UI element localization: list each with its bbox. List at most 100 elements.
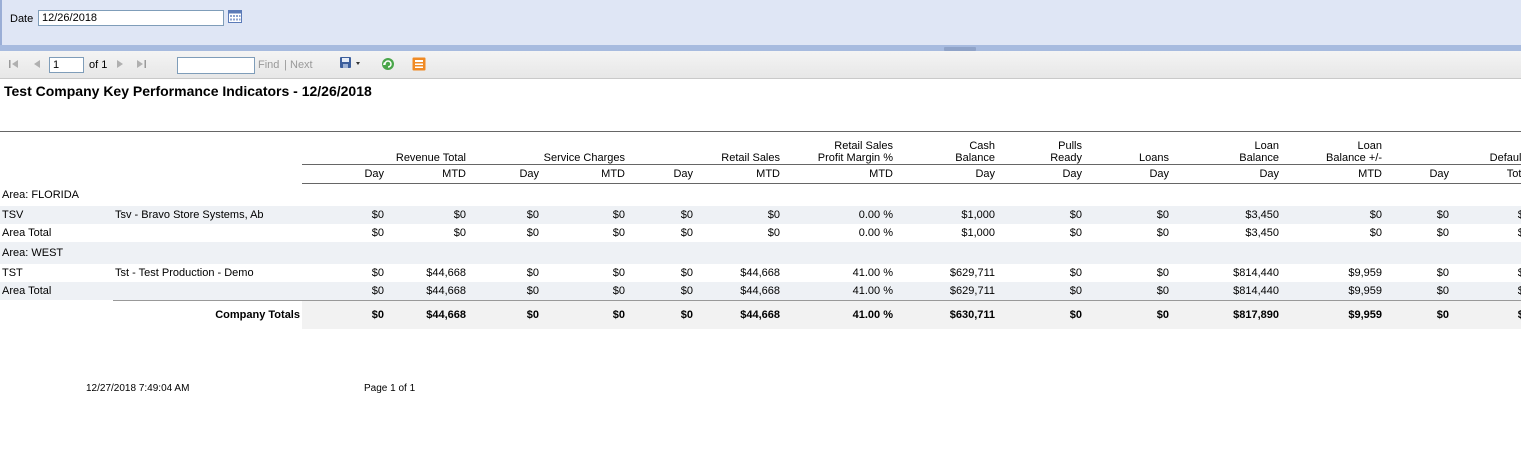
value-cell: $0 <box>680 267 693 279</box>
value-cell: $1,000 <box>895 206 997 224</box>
value-cell: $0 <box>1384 300 1451 329</box>
value-cell: $9,959 <box>1281 282 1384 301</box>
store-row: TSV Tsv - Bravo Store Systems, Ab $0 $0 … <box>0 206 1521 224</box>
calendar-icon[interactable] <box>228 10 242 23</box>
parameter-area: Date <box>0 0 1521 45</box>
value-cell: $0 <box>302 282 386 301</box>
value-cell: $0 <box>1451 300 1521 329</box>
value-cell: $0 <box>1517 267 1521 279</box>
value-cell: $0 <box>627 282 695 301</box>
report-title: Test Company Key Performance Indicators … <box>4 83 372 99</box>
value-cell: $0 <box>541 206 627 224</box>
value-cell: $0 <box>541 282 627 301</box>
value-cell: $1,000 <box>961 227 995 239</box>
value-cell: $0 <box>680 227 693 239</box>
find-next-link[interactable]: Next <box>290 59 313 71</box>
store-code: TSV <box>0 206 113 224</box>
value-cell: $0 <box>612 227 625 239</box>
collapse-handle-icon[interactable] <box>944 47 976 51</box>
export-save-icon[interactable] <box>339 56 363 70</box>
first-page-icon[interactable] <box>8 58 20 70</box>
value-cell: 41.00 % <box>782 300 895 329</box>
subheader-cell: MTD <box>1281 164 1384 184</box>
parameter-splitter[interactable] <box>0 45 1521 51</box>
header-loan-balance: Loan Balance <box>1171 132 1281 165</box>
value-cell: $629,711 <box>895 282 997 301</box>
page-count-text: of 1 <box>89 59 108 71</box>
subheader-cell: MTD <box>695 164 782 184</box>
find-link[interactable]: Find <box>258 59 280 71</box>
previous-page-icon[interactable] <box>31 58 43 70</box>
value-cell: $0 <box>302 206 386 224</box>
value-cell: $0 <box>767 227 780 239</box>
value-cell: $0 <box>1156 227 1169 239</box>
subheader-cell: Day <box>1171 164 1281 184</box>
value-cell: 0.00 % <box>782 206 895 224</box>
page-number-input[interactable] <box>49 57 84 73</box>
subheader-cell: Day <box>1084 164 1171 184</box>
header-text: Cash <box>969 140 995 152</box>
print-icon[interactable] <box>412 57 426 71</box>
area-label: Area: WEST <box>0 242 1521 264</box>
area-header-row: Area: WEST <box>0 242 1521 264</box>
header-text: Loan <box>1254 140 1279 152</box>
header-loans: Loans <box>1084 132 1171 165</box>
store-name: Tsv - Bravo Store Systems, Ab <box>113 206 302 224</box>
refresh-icon[interactable] <box>381 57 395 71</box>
value-cell: $0 <box>1156 267 1169 279</box>
header-text: Profit Margin % <box>817 152 893 164</box>
subheader-cell: Day <box>895 164 997 184</box>
date-label: Date <box>10 13 34 25</box>
header-text: Retail Sales <box>834 140 893 152</box>
value-cell: $0 <box>1084 206 1171 224</box>
value-cell: $0 <box>1069 227 1082 239</box>
subheader-cell: MTD <box>782 164 895 184</box>
value-cell: $0 <box>526 227 539 239</box>
value-cell: $0 <box>526 267 539 279</box>
value-cell: $44,668 <box>695 282 782 301</box>
value-cell: $0 <box>627 206 695 224</box>
header-retail-sales: Retail Sales <box>627 132 782 165</box>
store-name: Tst - Test Production - Demo <box>115 267 254 279</box>
value-cell: $817,890 <box>1171 300 1281 329</box>
date-input[interactable] <box>38 10 224 26</box>
value-cell: $0 <box>1451 282 1521 301</box>
header-pulls-ready: Pulls Ready <box>997 132 1084 165</box>
value-cell: $44,668 <box>386 300 468 329</box>
last-page-icon[interactable] <box>135 58 147 70</box>
subheader-cell: Day <box>1384 164 1451 184</box>
header-revenue-total: Revenue Total <box>302 132 468 165</box>
value-cell: $0 <box>997 300 1084 329</box>
value-cell: $0 <box>468 300 541 329</box>
report-toolbar: of 1 Find | Next <box>0 51 1521 79</box>
header-text: Pulls <box>1058 140 1082 152</box>
value-cell: $0 <box>1384 282 1451 301</box>
header-defaults: Defaults <box>1384 132 1521 165</box>
value-cell: $9,959 <box>1281 300 1384 329</box>
header-row-periods: Day MTD Day MTD Day MTD MTD Day Day Day … <box>0 164 1521 184</box>
header-text: Loan <box>1357 140 1382 152</box>
area-total-row: Area Total $0 $0 $0 $0 $0 $0 0.00 % $1,0… <box>0 224 1521 242</box>
subheader-cell: MTD <box>541 164 627 184</box>
value-cell: $44,668 <box>386 282 468 301</box>
value-cell: $3,450 <box>1245 227 1279 239</box>
value-cell: $0 <box>1451 206 1521 224</box>
value-cell: $814,440 <box>1233 267 1279 279</box>
next-page-icon[interactable] <box>114 58 126 70</box>
value-cell: $629,711 <box>949 267 995 279</box>
value-cell: $0 <box>695 206 782 224</box>
subheader-cell: Day <box>997 164 1084 184</box>
kpi-report-table: Revenue Total Service Charges Retail Sal… <box>0 131 1521 329</box>
header-retail-sales-margin: Retail Sales Profit Margin % <box>782 132 895 165</box>
subheader-cell: Total <box>1451 164 1521 184</box>
value-cell: 41.00 % <box>782 282 895 301</box>
value-cell: $0 <box>1436 227 1449 239</box>
find-input[interactable] <box>177 57 255 74</box>
store-code: TST <box>2 267 23 279</box>
value-cell: $44,668 <box>740 267 780 279</box>
value-cell: $0 <box>1517 227 1521 239</box>
subheader-cell: MTD <box>386 164 468 184</box>
value-cell: $0 <box>997 282 1084 301</box>
report-page-number: Page 1 of 1 <box>364 383 416 394</box>
value-cell: 41.00 % <box>852 267 893 279</box>
